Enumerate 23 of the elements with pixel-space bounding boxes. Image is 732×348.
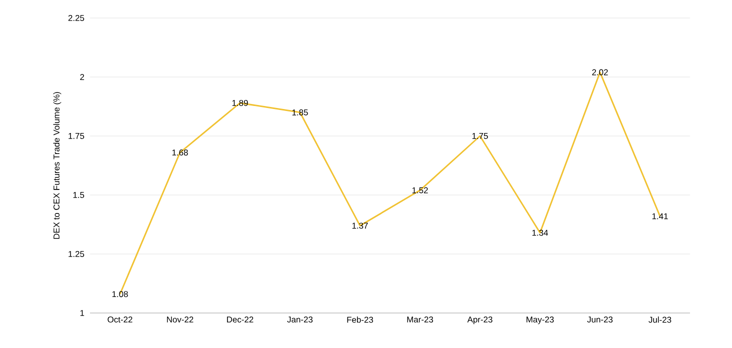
x-tick-label: Feb-23 <box>347 316 374 323</box>
x-tick-label: Oct-22 <box>108 316 132 323</box>
x-tick-label: Jun-23 <box>587 316 613 323</box>
y-axis-title: DEX to CEX Futures Trade Volume (%) <box>53 92 62 239</box>
data-label: 1.34 <box>532 230 548 236</box>
y-tick-label: 1.5 <box>73 192 84 198</box>
y-tick-label: 2.25 <box>68 15 84 21</box>
y-tick-label: 1.25 <box>68 251 84 257</box>
data-label: 1.41 <box>652 213 668 220</box>
data-label: 2.02 <box>592 69 608 76</box>
x-tick-label: Jul-23 <box>648 316 672 323</box>
y-tick-label: 1.75 <box>68 133 84 139</box>
x-tick-label: Nov-22 <box>167 316 194 323</box>
x-tick-label: May-23 <box>526 316 554 324</box>
x-tick-label: Dec-22 <box>227 316 254 323</box>
data-label: 1.08 <box>112 291 128 298</box>
x-tick-label: Apr-23 <box>467 316 492 324</box>
x-tick-label: Jan-23 <box>287 316 313 323</box>
y-tick-label: 2 <box>80 74 84 80</box>
y-tick-label: 1 <box>80 310 84 316</box>
x-tick-label: Mar-23 <box>407 316 434 323</box>
data-label: 1.37 <box>352 222 368 229</box>
data-label: 1.75 <box>472 133 488 139</box>
